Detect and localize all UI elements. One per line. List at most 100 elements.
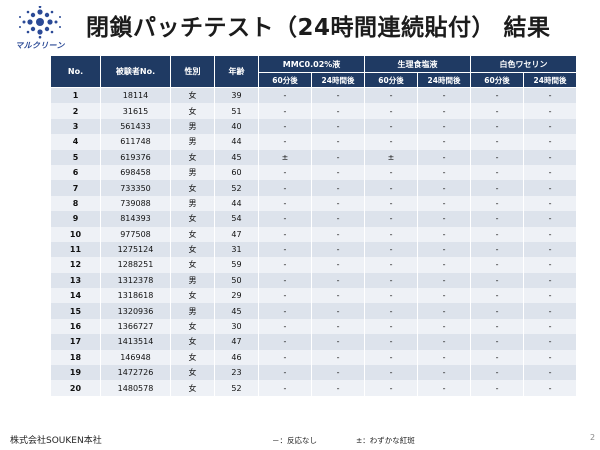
table-row: 3 561433 男 40- - - - - - <box>50 118 578 135</box>
cell-sex: 男 <box>170 272 215 289</box>
cell-sex: 女 <box>170 380 215 396</box>
cell-saline-24h: - <box>417 272 472 289</box>
cell-no: 3 <box>50 118 101 135</box>
cell-sex: 女 <box>170 349 215 366</box>
cell-age: 52 <box>214 180 259 196</box>
cell-mmc-60min: - <box>258 318 312 335</box>
cell-sex: 女 <box>170 334 215 350</box>
cell-vaseline-24h: - <box>523 303 578 319</box>
cell-mmc-60min: - <box>258 118 312 135</box>
cell-saline-60min: - <box>364 118 419 135</box>
cell-mmc-60min: - <box>258 349 312 366</box>
cell-vaseline-24h: - <box>523 226 578 242</box>
cell-mmc-60min: ± <box>258 149 312 165</box>
cell-sex: 男 <box>170 303 215 319</box>
cell-mmc-24h: - <box>310 118 366 135</box>
cell-age: 44 <box>214 195 259 212</box>
cell-age: 23 <box>214 365 259 381</box>
cell-mmc-24h: - <box>310 211 366 227</box>
table-row: 5 619376 女 45 ± - ± - - - <box>50 149 578 165</box>
table-row: 6 698458 男 60- - - - - - <box>50 164 578 181</box>
header-saline-60min: 60分後 <box>364 72 419 88</box>
cell-saline-24h: - <box>417 380 472 396</box>
cell-vaseline-60min: - <box>470 134 525 150</box>
cell-vaseline-24h: - <box>523 241 578 258</box>
cell-vaseline-60min: - <box>470 118 525 135</box>
cell-saline-60min: - <box>364 365 419 381</box>
cell-vaseline-60min: - <box>470 180 525 196</box>
cell-mmc-60min: - <box>258 195 312 212</box>
cell-saline-24h: - <box>417 334 472 350</box>
cell-mmc-24h: - <box>310 365 366 381</box>
cell-saline-60min: - <box>364 257 419 273</box>
header-mmc-60min: 60分後 <box>258 72 312 88</box>
cell-vaseline-60min: - <box>470 226 525 242</box>
cell-vaseline-60min: - <box>470 318 525 335</box>
cell-age: 47 <box>214 226 259 242</box>
cell-mmc-24h: - <box>310 134 366 150</box>
company-name: 株式会社SOUKEN本社 <box>10 436 102 446</box>
cell-sex: 男 <box>170 118 215 135</box>
cell-no: 5 <box>50 149 101 165</box>
cell-mmc-24h: - <box>310 380 366 396</box>
table-row: 15 1320936 男 45- - - - - - <box>50 303 578 319</box>
cell-vaseline-60min: - <box>470 272 525 289</box>
cell-saline-24h: - <box>417 164 472 181</box>
cell-no: 19 <box>50 365 101 381</box>
cell-vaseline-24h: - <box>523 180 578 196</box>
cell-saline-60min: - <box>364 134 419 150</box>
cell-mmc-60min: - <box>258 180 312 196</box>
cell-saline-60min: - <box>364 380 419 396</box>
results-table: No. 被験者No. 性別 年齢 MMC0.02%液 生理食塩液 白色ワセリン … <box>50 55 578 396</box>
cell-vaseline-60min: - <box>470 257 525 273</box>
cell-no: 7 <box>50 180 101 196</box>
cell-subject-no: 1312378 <box>100 272 171 289</box>
cell-mmc-60min: - <box>258 272 312 289</box>
cell-subject-no: 1275124 <box>100 241 171 258</box>
cell-subject-no: 1288251 <box>100 257 171 273</box>
header-saline-24h: 24時間後 <box>417 72 472 88</box>
cell-saline-60min: - <box>364 288 419 304</box>
cell-no: 15 <box>50 303 101 319</box>
cell-sex: 男 <box>170 134 215 150</box>
cell-vaseline-60min: - <box>470 349 525 366</box>
cell-age: 47 <box>214 334 259 350</box>
cell-vaseline-24h: - <box>523 87 578 104</box>
cell-saline-24h: - <box>417 226 472 242</box>
cell-vaseline-60min: - <box>470 211 525 227</box>
cell-sex: 女 <box>170 149 215 165</box>
cell-saline-60min: ± <box>364 149 419 165</box>
cell-age: 50 <box>214 272 259 289</box>
cell-subject-no: 611748 <box>100 134 171 150</box>
cell-saline-60min: - <box>364 241 419 258</box>
cell-vaseline-60min: - <box>470 241 525 258</box>
cell-no: 8 <box>50 195 101 212</box>
cell-mmc-24h: - <box>310 164 366 181</box>
cell-subject-no: 1472726 <box>100 365 171 381</box>
cell-mmc-24h: - <box>310 303 366 319</box>
cell-sex: 男 <box>170 164 215 181</box>
header-mmc-24h: 24時間後 <box>310 72 366 88</box>
cell-mmc-24h: - <box>310 257 366 273</box>
cell-saline-60min: - <box>364 272 419 289</box>
cell-age: 59 <box>214 257 259 273</box>
results-table-body: 1 18114 女 39- - - - - -2 31615 女 51- - - - - -3 561433 男 40… <box>50 87 578 396</box>
cell-age: 39 <box>214 87 259 104</box>
cell-saline-60min: - <box>364 211 419 227</box>
cell-subject-no: 698458 <box>100 164 171 181</box>
cell-saline-24h: - <box>417 118 472 135</box>
cell-vaseline-60min: - <box>470 303 525 319</box>
cell-vaseline-24h: - <box>523 318 578 335</box>
cell-no: 2 <box>50 103 101 119</box>
table-row: 19 1472726 女 23- - - - - - <box>50 365 578 381</box>
cell-vaseline-60min: - <box>470 380 525 396</box>
table-row: 10 977508 女 47- - - - - - <box>50 226 578 242</box>
cell-mmc-60min: - <box>258 134 312 150</box>
cell-vaseline-60min: - <box>470 87 525 104</box>
cell-vaseline-24h: - <box>523 380 578 396</box>
cell-saline-60min: - <box>364 303 419 319</box>
cell-subject-no: 814393 <box>100 211 171 227</box>
cell-saline-24h: - <box>417 303 472 319</box>
cell-no: 11 <box>50 241 101 258</box>
cell-age: 30 <box>214 318 259 335</box>
